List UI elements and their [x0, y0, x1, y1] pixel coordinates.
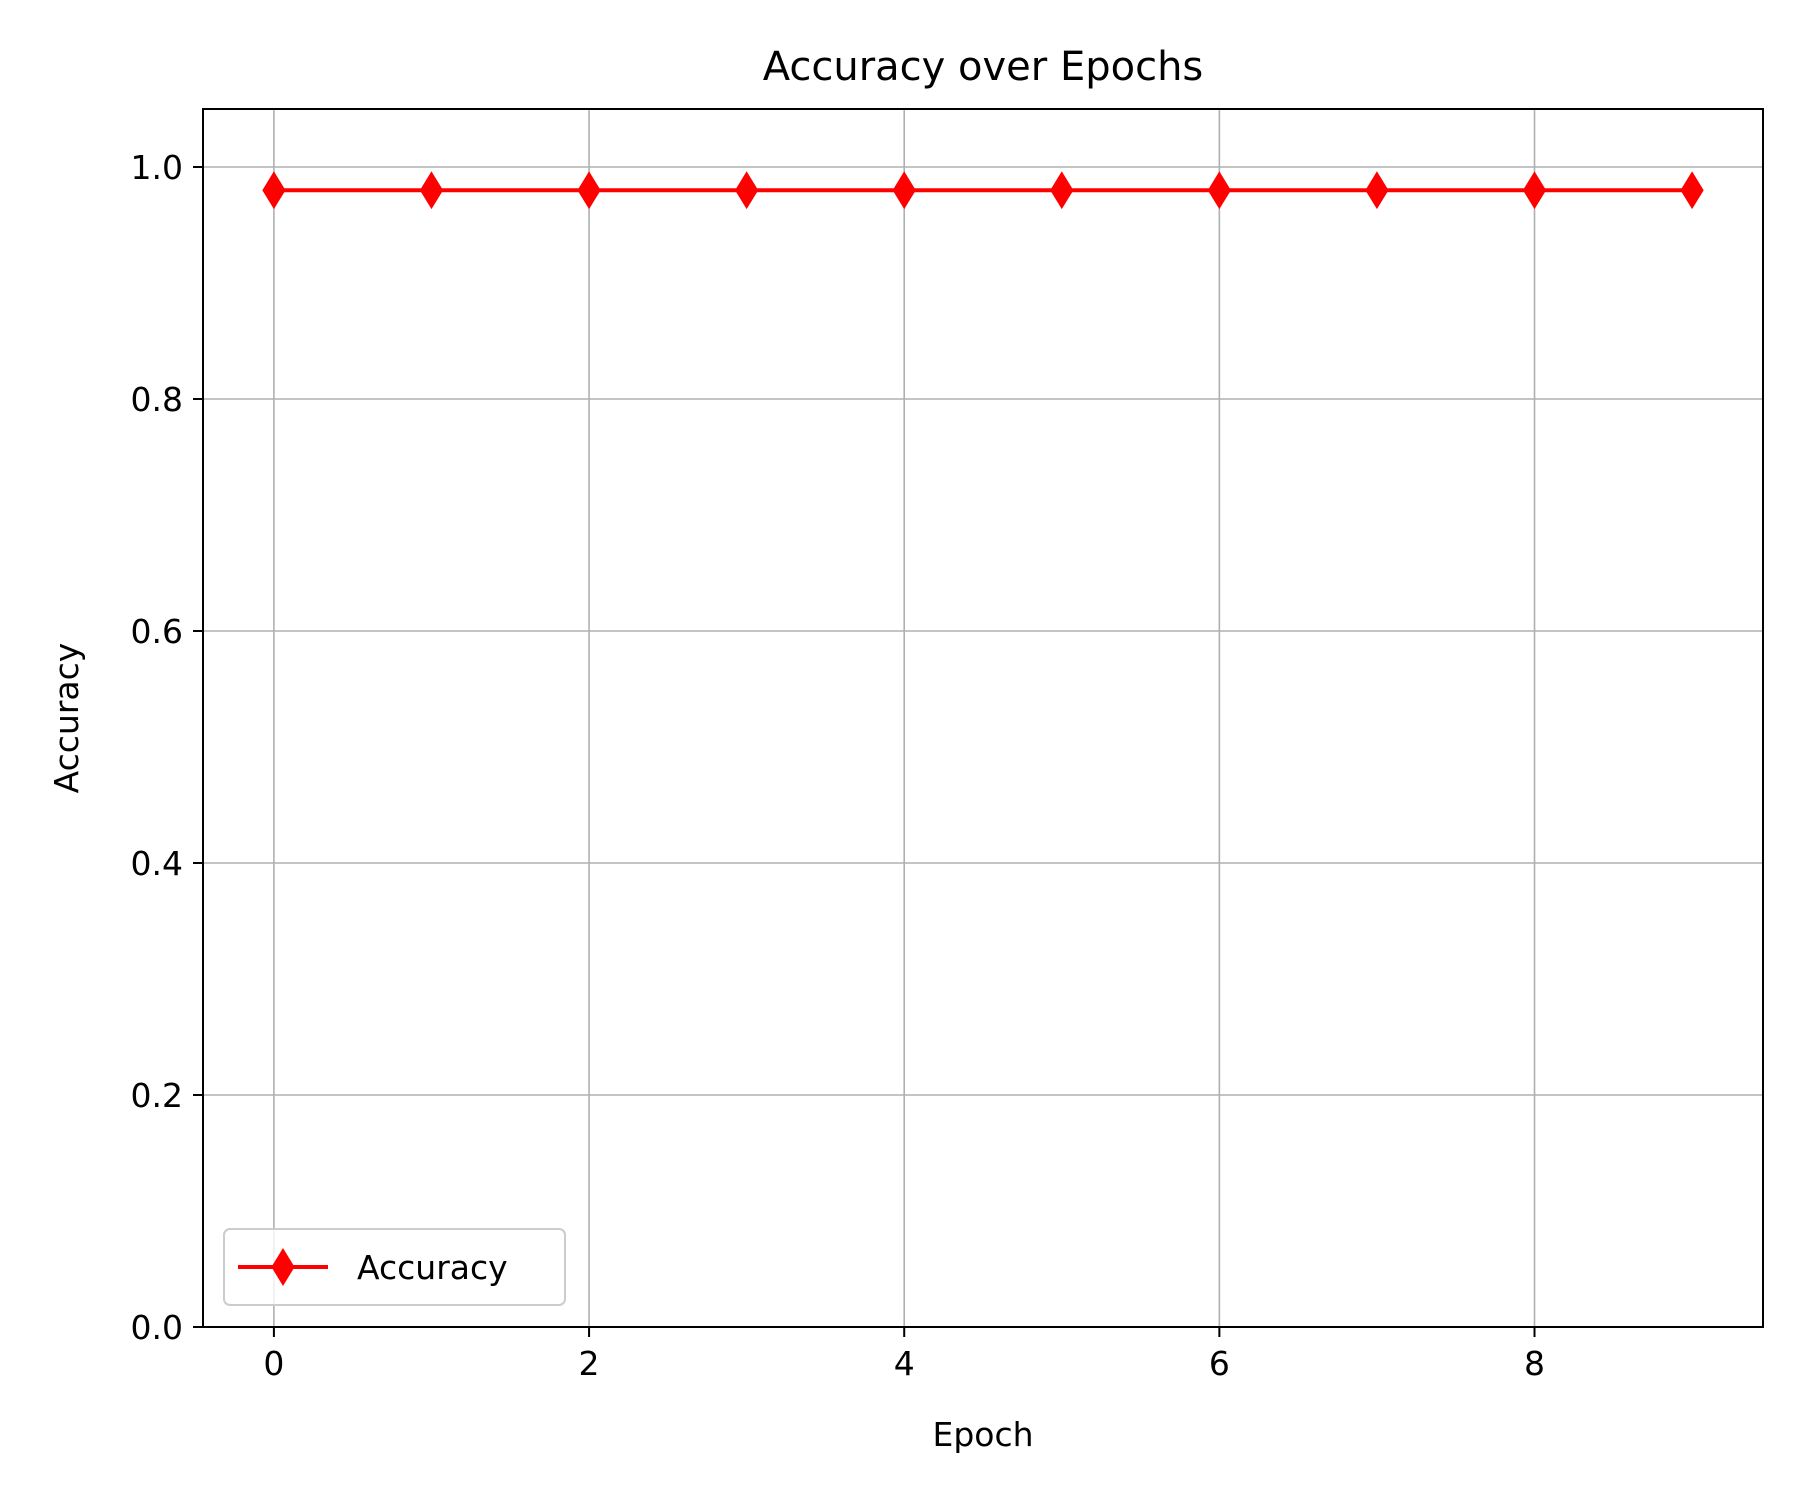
chart-title: Accuracy over Epochs — [763, 44, 1204, 90]
data-point-marker — [1522, 171, 1547, 210]
y-tick-label: 0.8 — [131, 380, 183, 419]
plot-area-background — [203, 109, 1763, 1327]
x-tick-label: 0 — [263, 1344, 284, 1383]
y-axis-label: Accuracy — [47, 643, 86, 794]
y-axis-ticks: 0.0 0.2 0.4 0.6 0.8 1.0 — [131, 148, 203, 1347]
data-point-marker — [735, 171, 759, 210]
data-point-marker — [1207, 171, 1231, 210]
x-tick-label: 2 — [579, 1344, 600, 1383]
legend-marker-thin-diamond — [271, 1248, 295, 1286]
x-tick-label: 8 — [1524, 1344, 1545, 1383]
data-point-marker — [1050, 171, 1074, 210]
y-tick-label: 0.6 — [131, 612, 183, 651]
x-axis-ticks: 0 2 4 6 8 — [263, 1327, 1545, 1383]
x-tick-label: 4 — [894, 1344, 915, 1383]
y-tick-label: 1.0 — [131, 148, 183, 187]
data-point-marker — [892, 171, 916, 210]
data-point-marker — [419, 171, 444, 210]
legend-box — [223, 1228, 566, 1306]
series-layer — [262, 171, 1704, 210]
grid-lines — [203, 109, 1763, 1328]
plot-frame — [202, 108, 1764, 1328]
data-point-marker — [577, 171, 601, 210]
y-tick-label: 0.2 — [131, 1076, 183, 1115]
data-point-marker — [1365, 171, 1389, 210]
data-point-marker — [262, 171, 286, 210]
x-tick-label: 6 — [1209, 1344, 1230, 1383]
legend: Accuracy — [223, 1228, 566, 1306]
y-tick-label: 0.4 — [131, 844, 183, 883]
legend-label-accuracy: Accuracy — [357, 1248, 508, 1287]
y-tick-label: 0.0 — [131, 1308, 183, 1347]
data-point-marker — [1680, 171, 1704, 210]
x-axis-label: Epoch — [932, 1415, 1033, 1454]
